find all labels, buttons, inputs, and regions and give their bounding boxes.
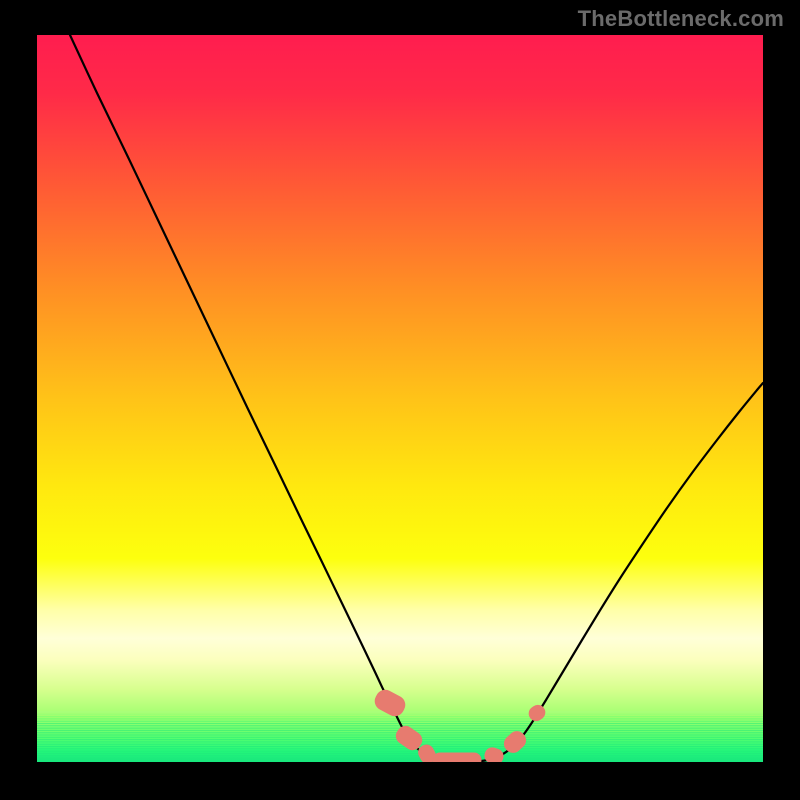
watermark-text: TheBottleneck.com: [578, 6, 784, 32]
chart-frame: TheBottleneck.com: [0, 0, 800, 800]
bottleneck-curve-plot: [37, 35, 763, 762]
plot-svg: [37, 35, 763, 762]
plot-background: [37, 35, 763, 762]
curve-marker: [433, 753, 481, 762]
